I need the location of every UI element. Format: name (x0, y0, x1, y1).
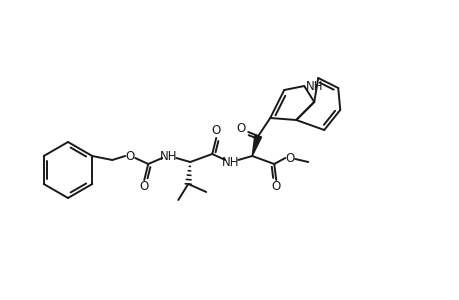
Text: O: O (271, 181, 280, 194)
Text: NH: NH (159, 149, 177, 163)
Text: O: O (211, 124, 220, 137)
Text: NH: NH (305, 80, 322, 92)
Polygon shape (252, 135, 261, 156)
Text: O: O (285, 152, 294, 164)
Text: O: O (236, 122, 246, 134)
Text: O: O (140, 181, 149, 194)
Text: O: O (125, 149, 134, 163)
Text: NH: NH (221, 155, 239, 169)
